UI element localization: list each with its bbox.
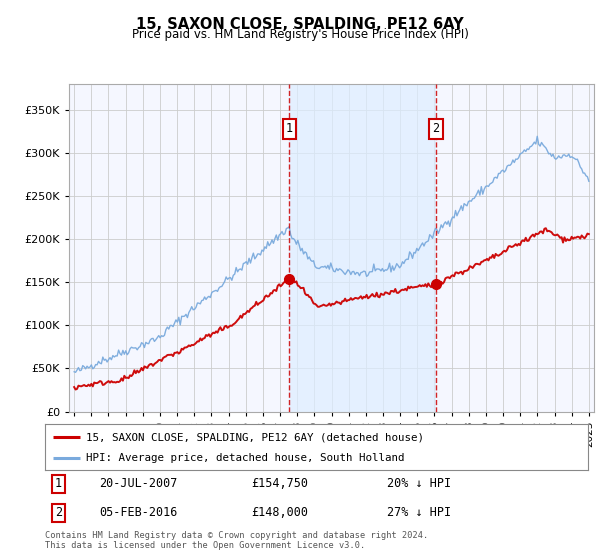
Text: 15, SAXON CLOSE, SPALDING, PE12 6AY: 15, SAXON CLOSE, SPALDING, PE12 6AY: [136, 17, 464, 32]
Text: 20-JUL-2007: 20-JUL-2007: [100, 477, 178, 491]
Text: HPI: Average price, detached house, South Holland: HPI: Average price, detached house, Sout…: [86, 454, 404, 464]
Text: £154,750: £154,750: [251, 477, 308, 491]
Text: Price paid vs. HM Land Registry's House Price Index (HPI): Price paid vs. HM Land Registry's House …: [131, 28, 469, 41]
Text: 1: 1: [286, 122, 293, 136]
Bar: [289, 84, 436, 412]
Text: £148,000: £148,000: [251, 506, 308, 520]
Text: 1: 1: [55, 477, 62, 491]
Text: 20% ↓ HPI: 20% ↓ HPI: [387, 477, 451, 491]
Text: 27% ↓ HPI: 27% ↓ HPI: [387, 506, 451, 520]
Text: 05-FEB-2016: 05-FEB-2016: [100, 506, 178, 520]
Text: Contains HM Land Registry data © Crown copyright and database right 2024.
This d: Contains HM Land Registry data © Crown c…: [45, 531, 428, 550]
Text: 15, SAXON CLOSE, SPALDING, PE12 6AY (detached house): 15, SAXON CLOSE, SPALDING, PE12 6AY (det…: [86, 432, 424, 442]
Text: 2: 2: [55, 506, 62, 520]
Text: 2: 2: [433, 122, 440, 136]
